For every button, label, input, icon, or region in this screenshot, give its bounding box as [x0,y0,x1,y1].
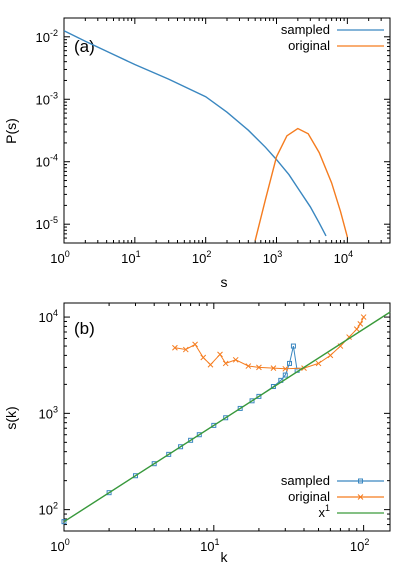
panel-b-legend-sampled-marker [358,478,363,484]
panel-b-series-original-point [232,356,239,363]
panel-a-y-tick-label: 10-5 [36,215,58,232]
panel-b-y-axis-label: s(k) [3,406,19,429]
panel-b-series [61,311,391,525]
panel-b-series-original-point [245,363,252,369]
panel-b-series-sampled-point [61,519,67,525]
panel-b-series-sampled-point [286,360,292,366]
panel-b-series-original-point [270,365,277,371]
panel-a-legend-sampled-label: sampled [281,22,330,37]
panel-b-series-sampled-point [196,432,202,438]
panel-a-y-tick-label: 10-2 [36,28,58,45]
panel-b-legend-x1-label: x1 [318,503,330,520]
panel-b-series-sampled-point [256,393,262,399]
panel-b-legend-original-label: original [288,489,330,504]
panel-b-series-original-point [353,326,360,332]
panel-b-series-original-point [256,364,262,371]
panel-b-series-sampled-point [290,343,296,349]
panel-b-legend-original-marker [357,494,364,500]
panel-b-y-tick-label: 104 [39,308,58,325]
panel-b: (b) k s(k) 100 101 102 102 103 104 sampled or… [3,302,391,565]
panel-a-x-axis-label: s [221,274,228,290]
panel-a: (a) s P(s) 100 101 102 103 10410-510-410-310… [3,17,391,290]
panel-a-x-tick-label: 102 [192,249,211,266]
panel-b-series-sampled-point [282,372,288,378]
panel-b-y-tick-label: 103 [39,404,58,421]
panel-b-series-sampled-point [106,490,112,496]
panel-b-series-sampled-point [166,451,172,457]
panel-a-series-sampled-line [63,30,327,237]
panel-a-y-tick-label: 10-4 [36,153,58,170]
panel-b-series-original-line [174,316,365,370]
panel-b-frame [63,302,391,532]
panel-b-series-sampled-line [63,345,298,523]
panel-b-series-sampled-point [211,422,217,428]
panel-b-series-original-point [192,341,198,348]
panel-b-series-original-point [207,361,214,368]
panel-b-label: (b) [74,319,95,338]
panel-b-series-sampled-point [151,461,157,467]
panel-b-ticks: 100 101 102 102 103 104 [39,303,390,554]
panel-b-series-original-point [200,354,207,361]
panel-a-y-tick-label: 10-3 [36,90,58,107]
panel-a-x-tick-label: 100 [50,249,69,266]
panel-b-series-original-point [172,344,178,351]
panel-b-series-sampled-point [188,437,194,443]
panel-a-frame [63,17,391,244]
panel-b-series-original-point [282,365,289,372]
panel-a-x-tick-label: 103 [263,249,282,266]
panel-b-x-tick-label: 102 [350,537,369,554]
panel-a-legend: sampled original [281,22,384,53]
panel-b-series-original-point [182,346,189,353]
panel-b-x-tick-label: 101 [200,537,219,554]
panel-a-x-tick-label: 104 [334,249,353,266]
panel-b-series-original-point [222,360,229,367]
panel-b-series-original-point [315,360,322,367]
panel-b-legend: sampled original x1 [281,473,384,520]
panel-a-label: (a) [74,37,95,56]
panel-b-series-original-point [327,352,334,359]
panel-b-series-sampled-point [132,473,138,479]
panel-b-series-original-point [217,351,223,358]
panel-b-series-sampled-point [249,398,255,404]
panel-a-legend-original-label: original [288,38,330,53]
panel-b-series-original-point [360,314,367,320]
panel-a-ticks: 100 101 102 103 104 10-5 10-4 10-3 10-2 [36,17,391,266]
panel-b-x-axis-label: k [221,549,229,565]
panel-a-series [63,30,349,241]
panel-b-series-sampled-point [237,405,243,411]
panel-b-x-tick-label: 100 [50,537,69,554]
panel-b-y-tick-label: 102 [39,501,58,518]
panel-b-series-x1-line [63,311,391,523]
panel-a-series-original-line [254,127,349,241]
panel-a-x-tick-label: 101 [121,249,140,266]
panel-b-series-sampled-point [178,444,184,450]
panel-b-series-original-point [357,321,364,327]
panel-b-legend-sampled-label: sampled [281,473,330,488]
panel-a-y-axis-label: P(s) [3,118,19,144]
panel-b-series-sampled-point [223,415,229,421]
